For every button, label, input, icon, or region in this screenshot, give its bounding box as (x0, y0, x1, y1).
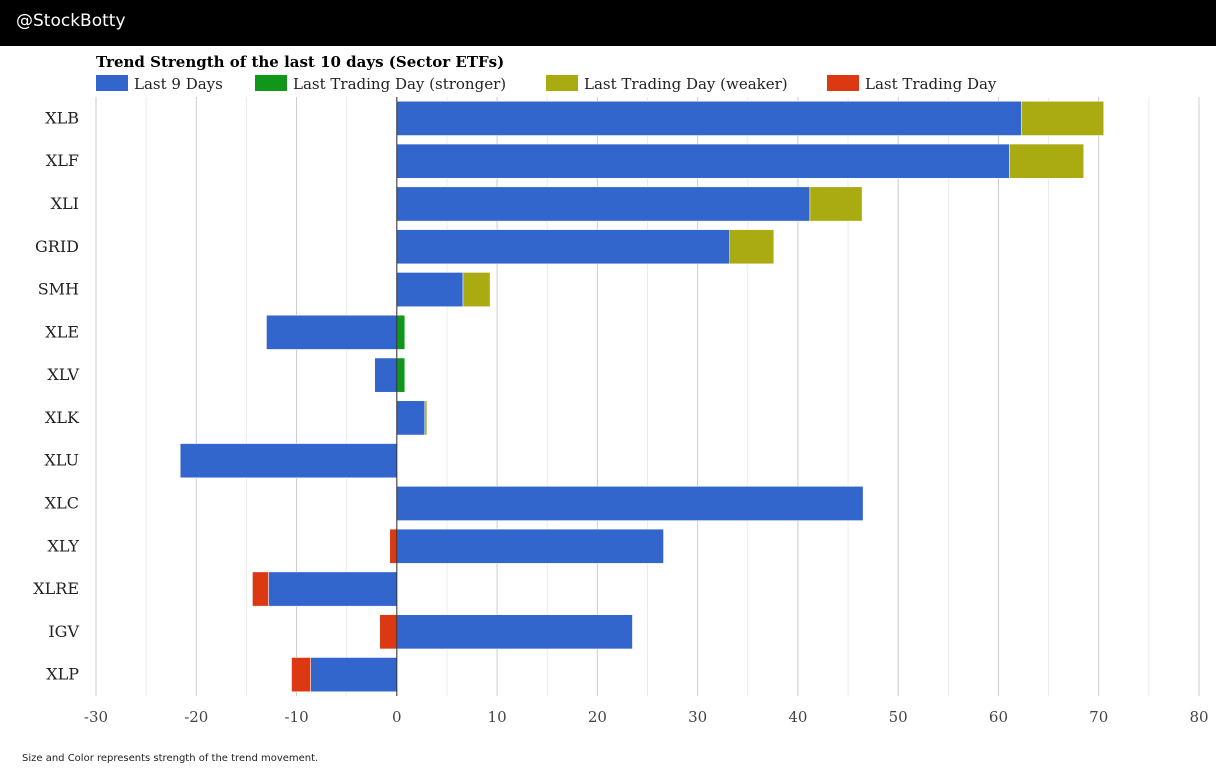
chart-bars (179, 101, 1104, 692)
bar-igv-series-0 (396, 614, 633, 650)
bar-xlp-series-3 (291, 657, 311, 692)
bar-xlf-series-2 (1009, 143, 1084, 179)
legend-swatch-1 (255, 75, 287, 91)
legend-label-0: Last 9 Days (134, 75, 223, 93)
x-tick-label: 60 (989, 708, 1008, 726)
legend-swatch-0 (96, 75, 128, 91)
bar-igv-series-3 (379, 614, 398, 650)
category-label-xle: XLE (45, 322, 79, 341)
bar-xly-series-3 (389, 528, 398, 564)
x-tick-label: 80 (1189, 708, 1208, 726)
bar-xli-series-2 (809, 186, 863, 222)
x-tick-label: -10 (284, 708, 308, 726)
x-tick-label: 20 (588, 708, 607, 726)
bar-xli-series-0 (396, 186, 811, 222)
x-tick-label: 0 (392, 708, 402, 726)
legend-label-2: Last Trading Day (weaker) (584, 75, 788, 93)
bar-grid-series-0 (396, 229, 730, 265)
bar-xlp-series-0 (310, 657, 398, 692)
bar-xly-series-0 (396, 528, 664, 564)
category-label-xlv: XLV (47, 365, 79, 384)
footnote: Size and Color represents strength of th… (22, 753, 319, 764)
bar-xlre-series-3 (252, 571, 269, 607)
header-bar: @StockBotty (0, 0, 1216, 46)
x-tick-label: -30 (84, 708, 108, 726)
bar-xlf-series-0 (396, 143, 1010, 179)
category-label-igv: IGV (48, 622, 79, 641)
category-label-xlb: XLB (45, 108, 79, 127)
bar-xlv-series-0 (374, 357, 398, 393)
category-label-grid: GRID (35, 237, 79, 256)
category-label-xlre: XLRE (33, 579, 79, 598)
category-label-smh: SMH (38, 280, 79, 299)
category-label-xli: XLI (51, 194, 79, 213)
legend-swatch-3 (827, 75, 859, 91)
bar-xlk-series-2 (424, 400, 428, 436)
bar-xlre-series-0 (268, 571, 398, 607)
bar-smh-series-0 (396, 272, 464, 307)
bar-xlc-series-0 (396, 486, 864, 521)
bar-grid-series-2 (729, 229, 775, 265)
x-axis-tick-labels: -30 -20 -10 0 10 20 30 40 50 60 70 80 (84, 708, 1209, 726)
category-label-xlp: XLP (46, 665, 79, 684)
category-label-xlu: XLU (44, 451, 79, 470)
trend-strength-chart: Trend Strength of the last 10 days (Sect… (33, 53, 1209, 726)
x-tick-label: 40 (788, 708, 807, 726)
bar-xlk-series-0 (396, 400, 426, 436)
category-label-xlf: XLF (46, 151, 79, 170)
legend-label-1: Last Trading Day (stronger) (293, 75, 506, 93)
bar-xlu-series-0 (179, 443, 398, 479)
chart-title: Trend Strength of the last 10 days (Sect… (96, 53, 504, 71)
category-labels: XLB XLF XLI GRID SMH XLE XLV XLK XLU XLC XLY XLRE IG… (33, 108, 80, 683)
bar-xle-series-0 (266, 314, 398, 350)
bar-xlb-series-2 (1021, 101, 1104, 136)
bar-xlv-series-1 (396, 357, 406, 393)
bar-smh-series-2 (462, 272, 491, 307)
bar-xlb-series-0 (396, 101, 1022, 136)
bar-xle-series-1 (396, 314, 406, 350)
category-label-xlc: XLC (45, 493, 79, 512)
x-tick-label: 10 (488, 708, 507, 726)
brand-handle: @StockBotty (16, 11, 126, 31)
x-tick-label: -20 (184, 708, 208, 726)
x-tick-label: 50 (889, 708, 908, 726)
category-label-xlk: XLK (45, 408, 80, 427)
legend-swatch-2 (546, 75, 578, 91)
x-tick-label: 30 (688, 708, 707, 726)
category-label-xly: XLY (47, 536, 79, 555)
legend-label-3: Last Trading Day (865, 75, 997, 93)
chart-legend: Last 9 Days Last Trading Day (stronger) La… (96, 75, 997, 93)
x-tick-label: 70 (1089, 708, 1108, 726)
